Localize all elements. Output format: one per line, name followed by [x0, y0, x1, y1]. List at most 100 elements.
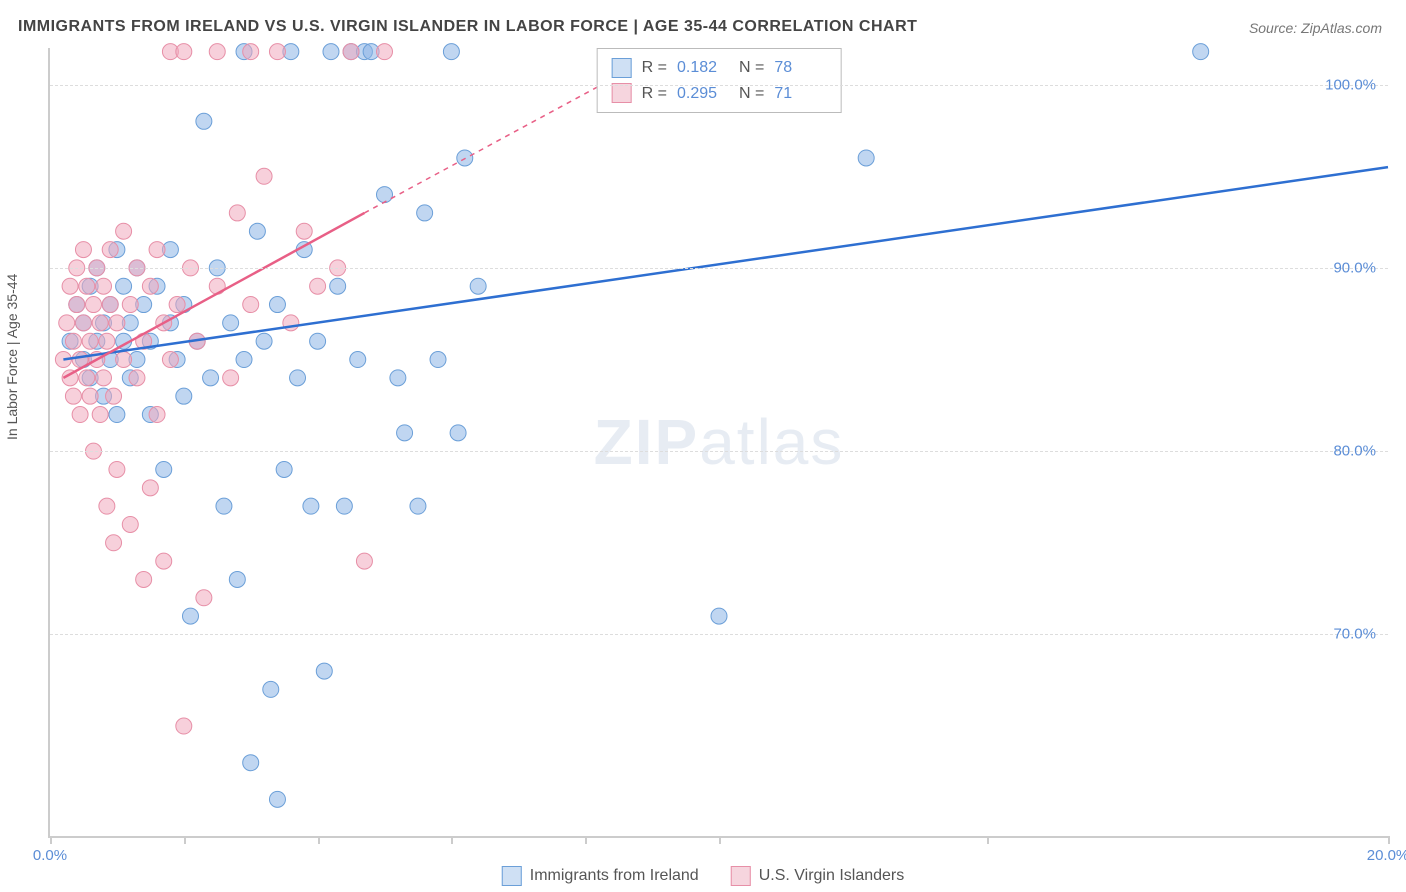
scatter-point: [470, 278, 486, 294]
scatter-point: [216, 498, 232, 514]
scatter-point: [316, 663, 332, 679]
x-tick: [987, 836, 989, 844]
scatter-point: [149, 242, 165, 258]
scatter-point: [1193, 44, 1209, 60]
scatter-point: [142, 480, 158, 496]
x-tick: [1388, 836, 1390, 844]
trend-line: [63, 213, 364, 378]
scatter-point: [223, 370, 239, 386]
scatter-point: [256, 168, 272, 184]
scatter-point: [136, 571, 152, 587]
y-tick-label: 100.0%: [1325, 76, 1376, 93]
legend-N-label: N =: [739, 55, 764, 81]
scatter-point: [85, 297, 101, 313]
scatter-point: [377, 187, 393, 203]
x-tick-label: 0.0%: [33, 847, 67, 864]
scatter-point: [75, 315, 91, 331]
chart-title: IMMIGRANTS FROM IRELAND VS U.S. VIRGIN I…: [18, 18, 917, 36]
scatter-point: [116, 223, 132, 239]
gridline: [50, 85, 1388, 86]
trend-line-dash: [364, 75, 618, 212]
legend-item: Immigrants from Ireland: [502, 866, 699, 886]
scatter-point: [75, 242, 91, 258]
scatter-point: [276, 461, 292, 477]
scatter-point: [169, 297, 185, 313]
scatter-point: [269, 297, 285, 313]
legend-R-value: 0.182: [677, 55, 729, 81]
x-tick: [585, 836, 587, 844]
x-tick: [318, 836, 320, 844]
scatter-point: [156, 553, 172, 569]
correlation-legend: R =0.182N =78R =0.295N =71: [597, 48, 842, 113]
scatter-point: [249, 223, 265, 239]
legend-item: U.S. Virgin Islanders: [731, 866, 905, 886]
scatter-point: [196, 113, 212, 129]
scatter-point: [162, 352, 178, 368]
scatter-point: [356, 553, 372, 569]
legend-stat-row: R = 0.182 N = 78: [612, 55, 827, 81]
y-tick-label: 90.0%: [1333, 259, 1376, 276]
scatter-point: [82, 333, 98, 349]
scatter-point: [96, 278, 112, 294]
legend-N-value: 78: [774, 55, 826, 81]
scatter-point: [269, 791, 285, 807]
scatter-point: [149, 407, 165, 423]
scatter-point: [323, 44, 339, 60]
scatter-point: [310, 278, 326, 294]
legend-series-label: Immigrants from Ireland: [530, 867, 699, 885]
scatter-point: [858, 150, 874, 166]
x-tick: [184, 836, 186, 844]
scatter-point: [182, 608, 198, 624]
scatter-point: [390, 370, 406, 386]
scatter-point: [102, 297, 118, 313]
scatter-point: [296, 223, 312, 239]
x-tick: [451, 836, 453, 844]
x-tick: [50, 836, 52, 844]
scatter-point: [92, 407, 108, 423]
scatter-point: [377, 44, 393, 60]
scatter-point: [330, 278, 346, 294]
scatter-point: [129, 370, 145, 386]
scatter-point: [69, 297, 85, 313]
y-tick-label: 70.0%: [1333, 626, 1376, 643]
legend-swatch: [612, 58, 632, 78]
scatter-point: [72, 407, 88, 423]
scatter-point: [156, 461, 172, 477]
scatter-point: [106, 535, 122, 551]
scatter-point: [229, 205, 245, 221]
scatter-point: [343, 44, 359, 60]
y-tick-label: 80.0%: [1333, 443, 1376, 460]
scatter-point: [450, 425, 466, 441]
scatter-point: [443, 44, 459, 60]
scatter-point: [430, 352, 446, 368]
scatter-point: [229, 571, 245, 587]
legend-swatch: [612, 83, 632, 103]
legend-series-label: U.S. Virgin Islanders: [759, 867, 905, 885]
scatter-point: [263, 681, 279, 697]
scatter-point: [223, 315, 239, 331]
scatter-point: [99, 333, 115, 349]
scatter-point: [350, 352, 366, 368]
scatter-point: [79, 278, 95, 294]
legend-swatch: [731, 866, 751, 886]
scatter-point: [303, 498, 319, 514]
scatter-point: [109, 461, 125, 477]
scatter-point: [290, 370, 306, 386]
scatter-point: [410, 498, 426, 514]
legend-R-label: R =: [642, 55, 667, 81]
x-tick-label: 20.0%: [1367, 847, 1406, 864]
scatter-point: [96, 370, 112, 386]
scatter-point: [99, 498, 115, 514]
scatter-point: [236, 352, 252, 368]
scatter-point: [243, 297, 259, 313]
trend-line: [63, 167, 1388, 359]
plot-area: ZIPatlas R =0.182N =78R =0.295N =71 70.0…: [48, 48, 1388, 838]
scatter-point: [92, 315, 108, 331]
gridline: [50, 268, 1388, 269]
gridline: [50, 634, 1388, 635]
scatter-point: [243, 44, 259, 60]
scatter-point: [176, 388, 192, 404]
chart-svg-layer: [50, 48, 1388, 836]
scatter-point: [176, 718, 192, 734]
scatter-point: [122, 516, 138, 532]
